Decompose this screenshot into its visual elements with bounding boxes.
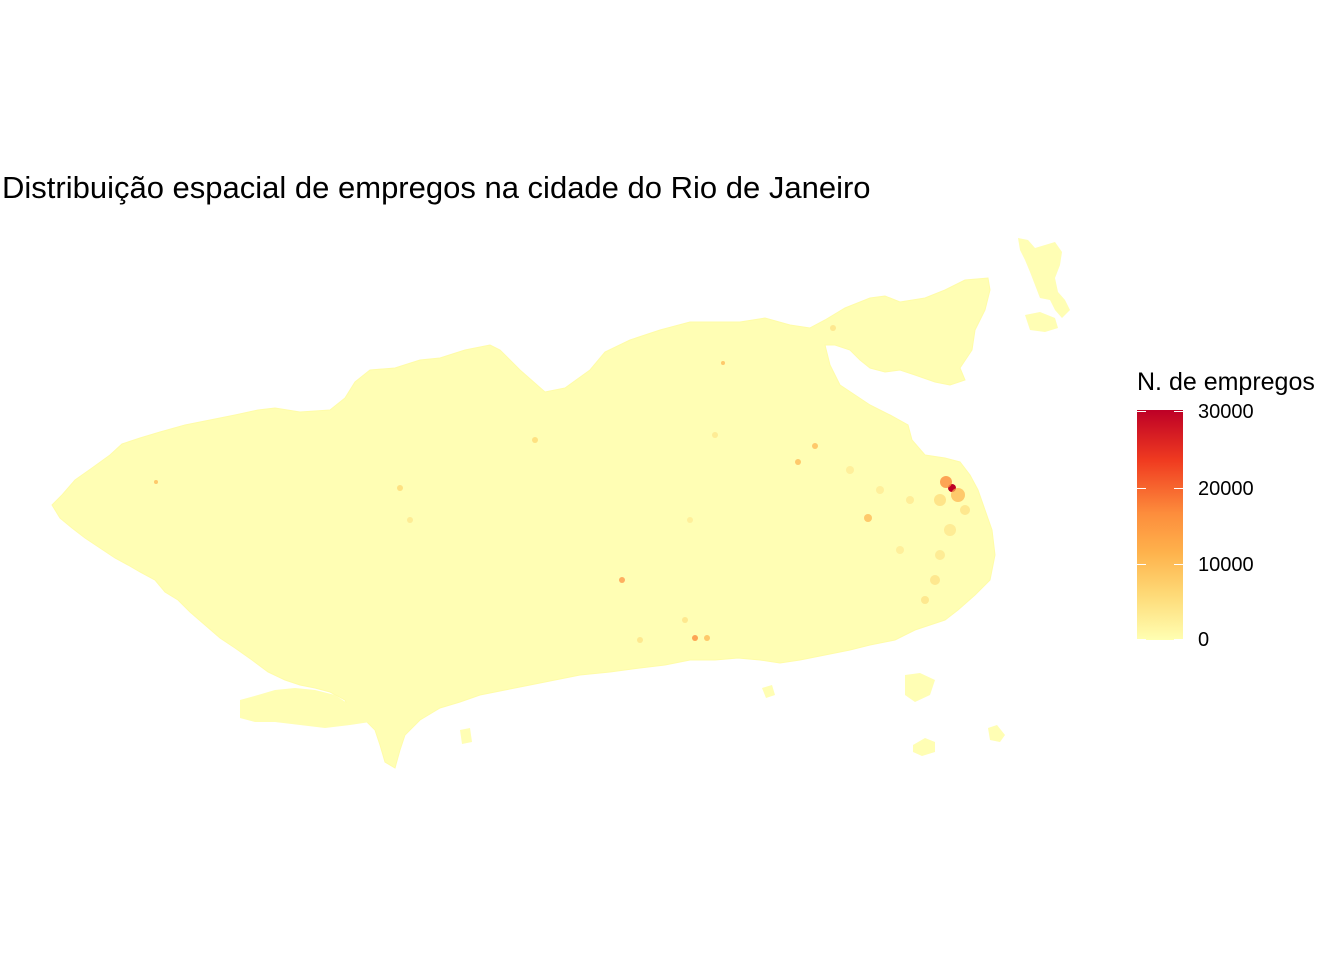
legend-label-20000: 20000 — [1198, 478, 1254, 500]
hotspot-barra-3 — [682, 617, 688, 623]
hotspot-centro-3 — [934, 494, 946, 506]
hotspot-centro-6 — [935, 550, 945, 560]
hotspot-barra-1 — [692, 635, 698, 641]
rio-main-landmass — [51, 277, 996, 769]
northeast-islands-1 — [1018, 238, 1070, 318]
hotspot-campo-grande — [397, 485, 403, 491]
hotspot-tijuca — [864, 514, 872, 522]
color-legend: N. de empregos 30000 20000 10000 0 — [1137, 368, 1344, 658]
hotspot-meier — [812, 443, 818, 449]
legend-tick-10000-left — [1137, 564, 1146, 565]
hotspot-santa-cruz — [154, 480, 158, 484]
hotspot-centro-4 — [960, 505, 970, 515]
legend-tick-30000-right — [1174, 411, 1183, 412]
legend-tick-10000-right — [1174, 564, 1183, 565]
legend-tick-0-left — [1137, 639, 1146, 640]
hotspot-misc-4 — [896, 546, 904, 554]
hotspot-misc-5 — [906, 496, 914, 504]
legend-color-bar — [1137, 410, 1183, 640]
northeast-islands-2 — [1025, 312, 1058, 332]
hotspot-misc-7 — [407, 517, 413, 523]
hotspot-botafogo — [921, 596, 929, 604]
legend-label-30000: 30000 — [1198, 401, 1254, 423]
hotspot-copacabana — [930, 575, 940, 585]
hotspot-madureira — [795, 459, 801, 465]
hotspot-misc-6 — [687, 517, 693, 523]
hotspot-penha — [721, 361, 725, 365]
southeast-island-4 — [762, 685, 775, 698]
hotspot-misc-1 — [712, 432, 718, 438]
map-title: Distribuição espacial de empregos na cid… — [2, 170, 871, 205]
hotspot-centro-1 — [940, 476, 952, 488]
hotspot-centro-5 — [944, 524, 956, 536]
legend-tick-20000-left — [1137, 488, 1146, 489]
southeast-island-5 — [460, 728, 472, 744]
legend-title: N. de empregos — [1137, 368, 1315, 396]
southwest-sandbar — [240, 688, 370, 728]
hotspot-recreio — [637, 637, 643, 643]
southeast-island-1 — [905, 673, 935, 702]
legend-tick-0-right — [1174, 639, 1183, 640]
southeast-island-2 — [913, 738, 935, 756]
legend-label-0: 0 — [1198, 629, 1210, 651]
legend-tick-20000-right — [1174, 488, 1183, 489]
hotspot-centro-2 — [951, 488, 965, 502]
hotspot-jacarepagua — [619, 577, 625, 583]
hotspot-misc-2 — [846, 466, 854, 474]
hotspot-misc-3 — [876, 486, 884, 494]
hotspot-barra-2 — [704, 635, 710, 641]
hotspot-bangu — [532, 437, 538, 443]
southeast-island-3 — [988, 725, 1005, 742]
hotspot-ilha — [830, 325, 836, 331]
job-hotspots — [154, 325, 970, 643]
legend-label-10000: 10000 — [1198, 554, 1254, 576]
legend-tick-30000-left — [1137, 411, 1146, 412]
